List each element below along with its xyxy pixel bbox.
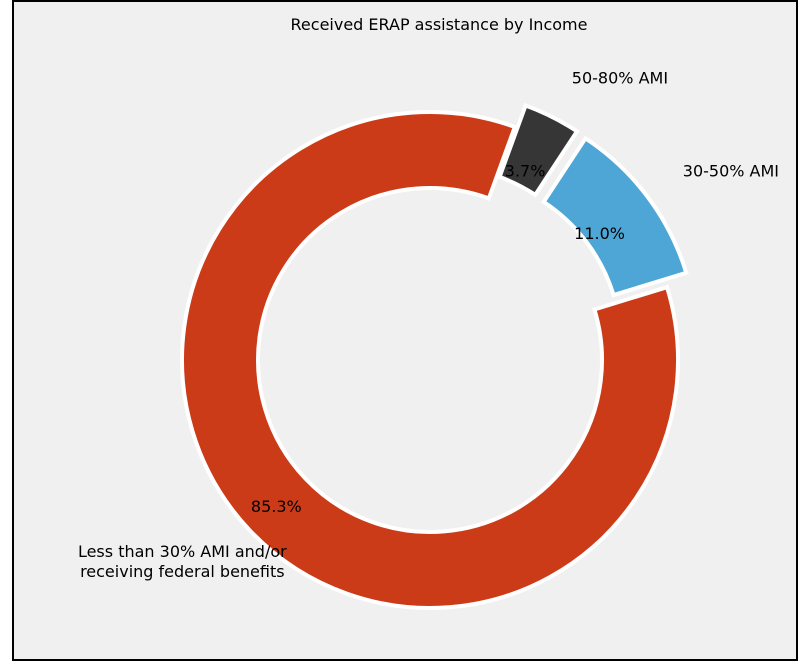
slice-category-label-1: 30-50% AMI xyxy=(683,161,779,180)
chart-title: Received ERAP assistance by Income xyxy=(291,15,588,34)
donut-slice-1 xyxy=(540,135,689,298)
slice-category-label-2: 50-80% AMI xyxy=(572,69,668,88)
slice-category-label-0: Less than 30% AMI and/or receiving federa… xyxy=(78,542,287,581)
donut-slice-2 xyxy=(497,102,580,198)
slice-pct-label-2: 3.7% xyxy=(505,162,546,181)
donut-slice-0 xyxy=(180,110,680,610)
slice-pct-label-0: 85.3% xyxy=(251,497,302,516)
slice-pct-label-1: 11.0% xyxy=(574,224,625,243)
